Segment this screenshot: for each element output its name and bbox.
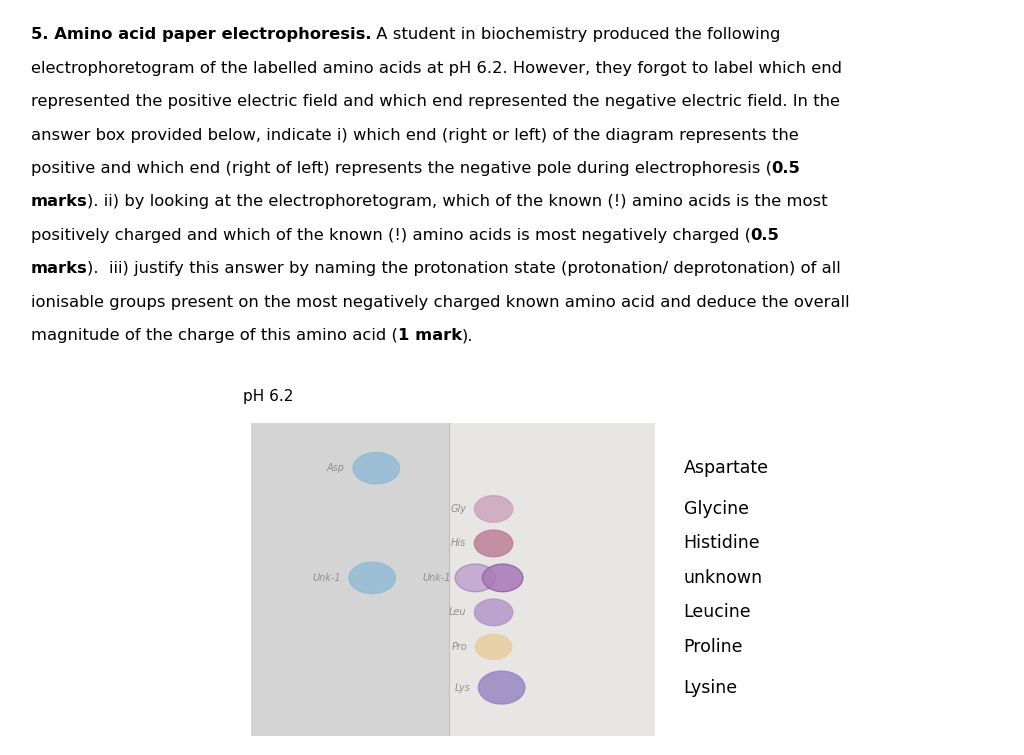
Text: ionisable groups present on the most negatively charged known amino acid and ded: ionisable groups present on the most neg… <box>31 294 849 310</box>
Ellipse shape <box>474 530 513 556</box>
Text: Gly: Gly <box>451 504 466 514</box>
Text: Pro: Pro <box>452 642 467 652</box>
Text: 1 mark: 1 mark <box>397 328 462 344</box>
Ellipse shape <box>455 564 496 592</box>
Text: Aspartate: Aspartate <box>684 459 769 477</box>
Text: Unk-1: Unk-1 <box>312 573 341 583</box>
Ellipse shape <box>353 452 399 484</box>
Text: Lys: Lys <box>455 683 470 692</box>
Text: Proline: Proline <box>684 638 743 656</box>
Text: A student in biochemistry produced the following: A student in biochemistry produced the f… <box>372 27 780 42</box>
Text: pH 6.2: pH 6.2 <box>243 389 293 404</box>
Text: ).  iii) justify this answer by naming the protonation state (protonation/ depro: ). iii) justify this answer by naming th… <box>87 261 842 276</box>
Text: Asp: Asp <box>327 464 345 473</box>
Text: Histidine: Histidine <box>684 535 760 553</box>
Text: ).: ). <box>462 328 473 344</box>
Ellipse shape <box>474 495 513 522</box>
Text: positively charged and which of the known (!) amino acids is most negatively cha: positively charged and which of the know… <box>31 228 751 243</box>
Text: electrophoretogram of the labelled amino acids at pH 6.2. However, they forgot t: electrophoretogram of the labelled amino… <box>31 60 842 76</box>
Bar <box>450 423 655 736</box>
Text: 5. Amino acid paper electrophoresis.: 5. Amino acid paper electrophoresis. <box>31 27 372 42</box>
Text: magnitude of the charge of this amino acid (: magnitude of the charge of this amino ac… <box>31 328 397 344</box>
Text: ). ii) by looking at the electrophoretogram, which of the known (!) amino acids : ). ii) by looking at the electrophoretog… <box>87 195 828 209</box>
Text: Leucine: Leucine <box>684 603 752 621</box>
Text: 0.5: 0.5 <box>751 228 779 243</box>
Text: Glycine: Glycine <box>684 500 749 518</box>
Ellipse shape <box>475 634 512 659</box>
Ellipse shape <box>474 599 513 626</box>
Text: unknown: unknown <box>684 569 763 587</box>
Ellipse shape <box>482 564 523 592</box>
Text: Leu: Leu <box>449 607 466 618</box>
Text: marks: marks <box>31 195 87 209</box>
Text: marks: marks <box>31 261 87 276</box>
Text: Unk-1: Unk-1 <box>423 573 452 583</box>
Text: 0.5: 0.5 <box>772 161 801 176</box>
Text: His: His <box>451 538 466 548</box>
Text: Lysine: Lysine <box>684 679 737 697</box>
Text: positive and which end (right of left) represents the negative pole during elect: positive and which end (right of left) r… <box>31 161 772 176</box>
Text: represented the positive electric field and which end represented the negative e: represented the positive electric field … <box>31 94 840 109</box>
Ellipse shape <box>349 562 395 593</box>
Text: answer box provided below, indicate i) which end (right or left) of the diagram : answer box provided below, indicate i) w… <box>31 128 799 143</box>
Ellipse shape <box>478 671 525 704</box>
